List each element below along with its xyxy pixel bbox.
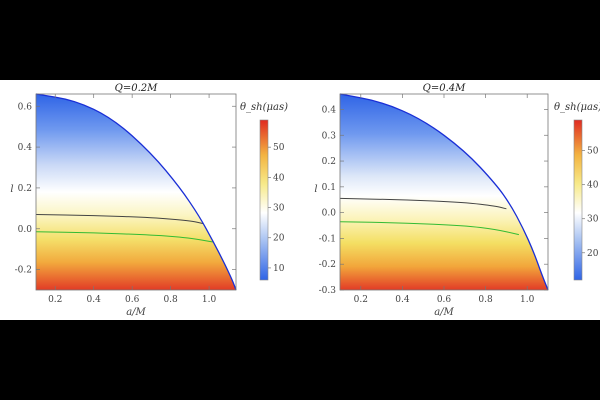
y-tick-label: 0.6 bbox=[18, 102, 33, 112]
colorbar-title: θ_sh(μas) bbox=[554, 102, 600, 113]
x-tick-label: 0.8 bbox=[478, 295, 493, 305]
x-tick-label: 0.6 bbox=[437, 295, 452, 305]
y-tick-label: 0.4 bbox=[18, 143, 33, 153]
chart-panel-1: 0.2 0.4 0.6 0.8 1.0 -0.2 0.0 0.2 0.4 0.6 a/M l Q=0.2… bbox=[10, 83, 288, 318]
y-tick-label: -0.2 bbox=[15, 266, 32, 276]
y-tick-label: 0.4 bbox=[322, 105, 337, 115]
contour-black bbox=[339, 197, 507, 210]
x-tick-label: 0.4 bbox=[395, 295, 410, 305]
boundary-curve bbox=[339, 93, 549, 291]
colorbar-gradient bbox=[573, 119, 583, 281]
colorbar-tick-label: 40 bbox=[587, 181, 599, 191]
x-axis-label: a/M bbox=[434, 307, 454, 318]
y-tick-label: 0.0 bbox=[322, 209, 337, 219]
x-axis-label: a/M bbox=[126, 307, 146, 318]
chart-panel-2: 0.2 0.4 0.6 0.8 1.0 -0.3 -0.2 -0.1 0.0 0.1 0.2 0.3 0… bbox=[314, 83, 600, 318]
y-tick-label: 0.0 bbox=[18, 225, 33, 235]
chart-title: Q=0.4M bbox=[423, 83, 466, 94]
contour-black bbox=[35, 214, 204, 225]
y-tick-label: 0.1 bbox=[322, 183, 336, 193]
x-tick-label: 1.0 bbox=[520, 295, 535, 305]
x-tick-label: 0.2 bbox=[48, 295, 62, 305]
colorbar-tick-label: 30 bbox=[587, 215, 599, 225]
heatmap-fill bbox=[340, 94, 548, 290]
y-axis-label: l bbox=[314, 184, 317, 195]
figure: 0.2 0.4 0.6 0.8 1.0 -0.2 0.0 0.2 0.4 0.6 a/M l Q=0.2… bbox=[0, 80, 600, 320]
colorbar-tick-label: 20 bbox=[273, 234, 285, 244]
x-tick-label: 0.8 bbox=[163, 295, 178, 305]
y-tick-label: -0.3 bbox=[319, 286, 337, 296]
colorbar-tick-label: 10 bbox=[273, 264, 285, 274]
heatmap-fill bbox=[36, 94, 236, 290]
colorbar: θ_sh(μas) 10 20 30 40 50 bbox=[240, 102, 288, 281]
y-tick-label: 0.3 bbox=[322, 131, 337, 141]
chart-title: Q=0.2M bbox=[115, 83, 158, 94]
x-tick-label: 0.4 bbox=[87, 295, 102, 305]
x-tick-label: 0.6 bbox=[125, 295, 140, 305]
y-tick-label: 0.2 bbox=[18, 184, 32, 194]
plot-frame bbox=[35, 93, 237, 291]
x-tick-label: 0.2 bbox=[354, 295, 368, 305]
colorbar-gradient bbox=[259, 119, 269, 281]
boundary-curve bbox=[35, 93, 237, 291]
colorbar-tick-label: 20 bbox=[587, 249, 599, 259]
y-axis-label: l bbox=[10, 184, 13, 195]
y-tick-label: -0.2 bbox=[319, 260, 336, 270]
contour-green bbox=[35, 231, 213, 243]
x-tick-label: 1.0 bbox=[202, 295, 217, 305]
y-tick-label: 0.2 bbox=[322, 157, 336, 167]
colorbar-tick-label: 50 bbox=[273, 143, 285, 153]
colorbar: θ_sh(μas) 20 30 40 50 bbox=[554, 102, 600, 281]
figure-canvas: 0.2 0.4 0.6 0.8 1.0 -0.2 0.0 0.2 0.4 0.6 a/M l Q=0.2… bbox=[10, 83, 600, 318]
contour-green bbox=[339, 221, 520, 236]
colorbar-tick-label: 40 bbox=[273, 173, 285, 183]
colorbar-tick-label: 30 bbox=[273, 204, 285, 214]
y-tick-label: -0.1 bbox=[319, 234, 336, 244]
colorbar-tick-label: 50 bbox=[587, 147, 599, 157]
colorbar-title: θ_sh(μas) bbox=[240, 102, 288, 113]
